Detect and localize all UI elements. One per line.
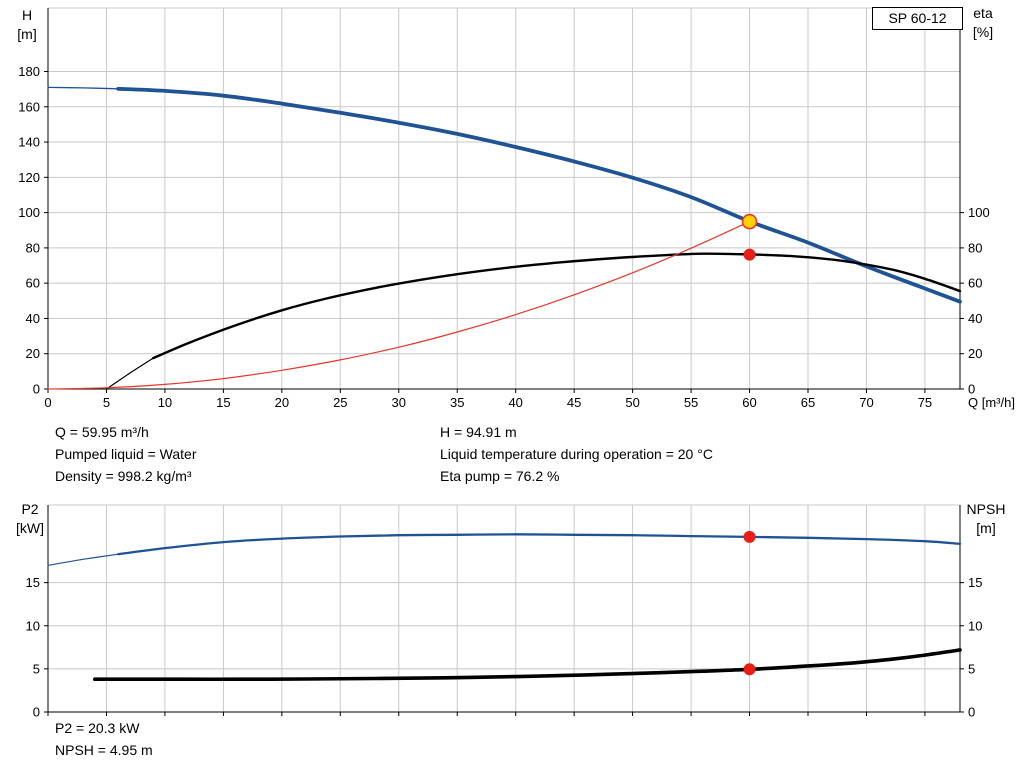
x-tick-label: 0 (44, 395, 51, 410)
y-tick-label-left: 15 (26, 575, 40, 590)
y-tick-label-right: 0 (968, 382, 975, 397)
eta-axis-unit-symbol: eta (973, 5, 993, 21)
y-tick-label-right: 80 (968, 240, 982, 255)
y-tick-label-right: 40 (968, 311, 982, 326)
y-tick-label-left: 10 (26, 618, 40, 633)
y-tick-label-left: 120 (18, 170, 40, 185)
x-tick-label: 75 (918, 395, 932, 410)
x-tick-label: 60 (742, 395, 756, 410)
y-tick-label-right: 0 (968, 705, 975, 720)
y-tick-label-left: 180 (18, 64, 40, 79)
p2-curve (117, 533, 962, 556)
y-tick-label-left: 40 (26, 311, 40, 326)
p2-axis-unit-symbol: P2 (21, 501, 39, 517)
head-curve-lead (47, 86, 119, 90)
y-tick-label-left: 160 (18, 99, 40, 114)
duty-point-head (741, 213, 758, 230)
y-tick-label-left: 0 (33, 705, 40, 720)
x-tick-label: 55 (684, 395, 698, 410)
pump-type-label: SP 60-12 (872, 7, 963, 30)
eta-curve-lead (105, 357, 154, 390)
npsh-axis-unit-symbol: NPSH (966, 501, 1006, 517)
annotation-liquid: Pumped liquid = Water (55, 446, 197, 462)
x-tick-label: 20 (275, 395, 289, 410)
y-tick-label-left: 100 (18, 205, 40, 220)
duty-point-eta (743, 248, 756, 261)
y-tick-label-right: 100 (968, 205, 990, 220)
npsh-axis-unit-measure: [m] (976, 520, 996, 536)
y-tick-label-left: 5 (33, 661, 40, 676)
x-tick-label: 65 (801, 395, 815, 410)
p2-curve-lead (47, 553, 119, 566)
eta-curve (152, 252, 962, 360)
p2-axis-unit: P2 [kW] (8, 500, 52, 538)
y-tick-label-left: 140 (18, 135, 40, 150)
p2-axis-unit-measure: [kW] (16, 520, 44, 536)
y-tick-label-left: 0 (33, 382, 40, 397)
y-tick-label-right: 60 (968, 276, 982, 291)
annotation-eta-pump: Eta pump = 76.2 % (440, 468, 560, 484)
p2-npsh-chart: 0 5 10 15 0 5 10 15 (26, 504, 982, 720)
h-axis-unit: H [m] (6, 6, 48, 44)
y-tick-label-right: 5 (968, 661, 975, 676)
x-tick-label: 10 (158, 395, 172, 410)
y-tick-label-left: 80 (26, 240, 40, 255)
h-axis-unit-symbol: H (21, 7, 33, 23)
x-tick-label: 5 (103, 395, 110, 410)
y-tick-label-left: 20 (26, 346, 40, 361)
annotation-head: H = 94.91 m (440, 424, 517, 440)
annotation-density: Density = 998.2 kg/m³ (55, 468, 192, 484)
x-tick-label: 30 (392, 395, 406, 410)
annotation-temperature: Liquid temperature during operation = 20… (440, 446, 713, 462)
duty-point-npsh (743, 663, 756, 676)
eta-axis-unit-measure: [%] (972, 24, 994, 40)
x-tick-label: 40 (508, 395, 522, 410)
x-tick-label: 35 (450, 395, 464, 410)
x-tick-label: 25 (333, 395, 347, 410)
x-tick-label: 15 (216, 395, 230, 410)
y-tick-label-left: 60 (26, 276, 40, 291)
annotation-npsh: NPSH = 4.95 m (55, 742, 153, 758)
h-axis-unit-measure: [m] (17, 26, 37, 42)
x-tick-label: 45 (567, 395, 581, 410)
system-curve (47, 221, 751, 390)
y-tick-label-right: 20 (968, 346, 982, 361)
eta-axis-unit: eta [%] (962, 4, 1004, 42)
annotation-p2: P2 = 20.3 kW (55, 720, 140, 736)
duty-point-p2 (743, 530, 756, 543)
x-tick-label: 70 (859, 395, 873, 410)
head-curve (116, 86, 962, 304)
x-tick-label: 50 (625, 395, 639, 410)
hq-eta-chart: 0 5 10 15 20 25 30 35 40 45 50 55 60 65 70 75 0 20 40 60 80 1… (18, 7, 1015, 410)
npsh-curve (93, 648, 962, 682)
x-axis-unit-label: Q [m³/h] (968, 395, 1015, 410)
annotation-flow: Q = 59.95 m³/h (55, 424, 149, 440)
y-tick-label-right: 15 (968, 575, 982, 590)
npsh-axis-unit: NPSH [m] (960, 500, 1012, 538)
y-tick-label-right: 10 (968, 618, 982, 633)
